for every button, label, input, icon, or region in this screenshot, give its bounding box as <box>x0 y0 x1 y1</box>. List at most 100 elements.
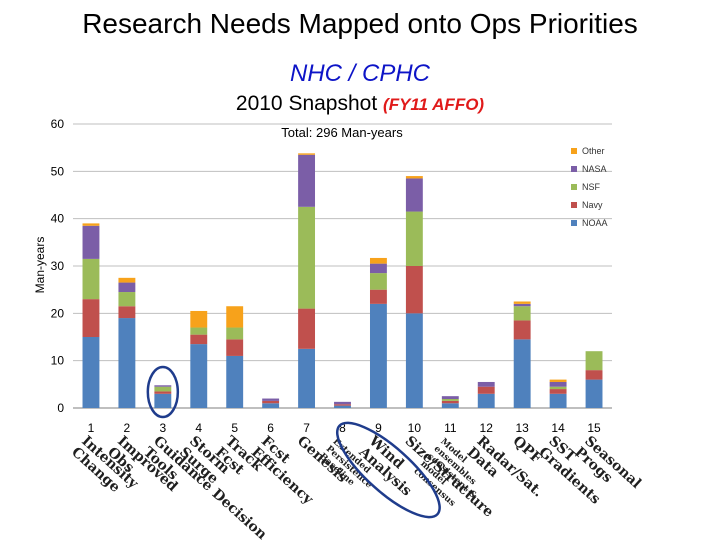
legend: Other NASA NSF Navy NOAA <box>571 146 608 228</box>
bar-noaa-14 <box>549 393 567 408</box>
bar-navy-1 <box>82 299 100 337</box>
bar-series <box>82 153 603 408</box>
highlight-circle-3 <box>146 365 180 419</box>
x-tick-label: 6 <box>267 421 274 435</box>
bar-nasa-7 <box>298 154 316 207</box>
bar-nsf-7 <box>298 206 316 309</box>
bar-noaa-2 <box>118 318 136 408</box>
bar-other-14 <box>549 379 567 382</box>
y-axis-label: Man-years <box>33 237 47 294</box>
bar-noaa-7 <box>298 348 316 408</box>
bar-nasa-8 <box>334 401 351 405</box>
bar-nsf-5 <box>226 327 244 340</box>
bar-nsf-4 <box>190 327 208 335</box>
bar-navy-15 <box>585 370 603 380</box>
x-tick-label: 1 <box>88 421 95 435</box>
bar-nasa-2 <box>118 282 136 293</box>
x-tick-label: 5 <box>231 421 238 435</box>
x-axis-ticks: 1 2 3 4 5 6 7 8 9 10 11 12 13 14 15 <box>88 421 601 435</box>
bar-noaa-9 <box>369 303 387 408</box>
bar-nasa-3 <box>154 385 172 387</box>
legend-swatch-other <box>571 148 577 154</box>
bar-noaa-10 <box>405 313 423 408</box>
bar-noaa-3 <box>154 393 172 408</box>
snapshot-heading: 2010 Snapshot (FY11 AFFO) <box>0 92 720 116</box>
bar-noaa-5 <box>226 355 244 408</box>
bar-other-7 <box>298 153 316 155</box>
legend-label-navy: Navy <box>582 200 603 210</box>
snapshot-qualifier: (FY11 AFFO) <box>383 95 485 114</box>
x-tick-label: 11 <box>444 421 457 435</box>
legend-swatch-nasa <box>571 166 577 172</box>
x-tick-label: 10 <box>408 421 422 435</box>
bar-noaa-15 <box>585 379 603 408</box>
bar-nasa-13 <box>513 303 531 307</box>
legend-swatch-nsf <box>571 184 577 190</box>
x-tick-label: 7 <box>303 421 310 435</box>
x-tick-label: 15 <box>587 421 601 435</box>
bar-nasa-11 <box>441 396 459 400</box>
bar-navy-6 <box>262 400 280 404</box>
bar-nsf-10 <box>405 211 423 266</box>
bar-nasa-1 <box>82 225 100 259</box>
legend-label-other: Other <box>582 146 605 156</box>
bar-navy-11 <box>441 400 459 404</box>
bar-navy-9 <box>369 289 387 304</box>
bar-nasa-14 <box>549 381 567 387</box>
bar-navy-4 <box>190 334 208 345</box>
bar-navy-5 <box>226 339 244 356</box>
bar-nsf-15 <box>585 351 603 371</box>
bar-other-10 <box>405 176 423 179</box>
y-tick-label: 50 <box>51 164 65 178</box>
bar-noaa-13 <box>513 339 531 408</box>
y-tick-label: 0 <box>57 401 64 415</box>
bar-other-1 <box>82 223 100 226</box>
y-tick-label: 60 <box>51 117 65 131</box>
y-axis-ticks: 0 10 20 30 40 50 60 <box>51 117 65 415</box>
bar-navy-3 <box>154 391 172 394</box>
bar-other-9 <box>369 257 387 264</box>
bar-nsf-3 <box>154 386 172 392</box>
bar-nsf-2 <box>118 292 136 307</box>
bar-noaa-12 <box>477 393 495 408</box>
bar-other-4 <box>190 310 208 328</box>
bar-nsf-9 <box>369 273 387 290</box>
bar-navy-10 <box>405 266 423 314</box>
bar-nasa-12 <box>477 381 495 387</box>
chart-title: Total: 296 Man-years <box>281 125 403 140</box>
y-tick-label: 30 <box>51 259 65 273</box>
bar-nsf-13 <box>513 306 531 321</box>
x-tick-label: 12 <box>480 421 494 435</box>
slide-subtitle: NHC / CPHC <box>289 60 430 87</box>
bar-navy-7 <box>298 308 316 349</box>
x-tick-label: 3 <box>159 421 166 435</box>
bar-other-5 <box>226 306 244 328</box>
gridlines <box>73 123 612 362</box>
bar-other-2 <box>118 277 136 283</box>
bar-nsf-14 <box>549 386 567 390</box>
bar-nasa-10 <box>405 178 423 212</box>
bar-nasa-9 <box>369 263 387 274</box>
highlight-circle-9 <box>335 421 441 519</box>
bar-noaa-6 <box>262 403 280 408</box>
legend-label-noaa: NOAA <box>582 218 608 228</box>
x-tick-label: 9 <box>375 421 382 435</box>
highlight-circles <box>146 365 441 519</box>
y-tick-label: 40 <box>51 212 65 226</box>
bar-noaa-4 <box>190 344 208 408</box>
bar-nsf-11 <box>441 399 459 401</box>
y-tick-label: 10 <box>51 354 65 368</box>
x-tick-label: 4 <box>195 421 202 435</box>
snapshot-label: 2010 Snapshot <box>235 92 378 115</box>
y-tick-label: 20 <box>51 306 65 320</box>
legend-label-nsf: NSF <box>582 182 601 192</box>
legend-swatch-noaa <box>571 220 577 226</box>
bar-navy-13 <box>513 320 531 340</box>
bar-nsf-1 <box>82 258 100 300</box>
x-tick-label: 2 <box>124 421 131 435</box>
bar-noaa-11 <box>441 403 459 408</box>
x-tick-label: 14 <box>551 421 565 435</box>
bar-navy-2 <box>118 306 136 319</box>
